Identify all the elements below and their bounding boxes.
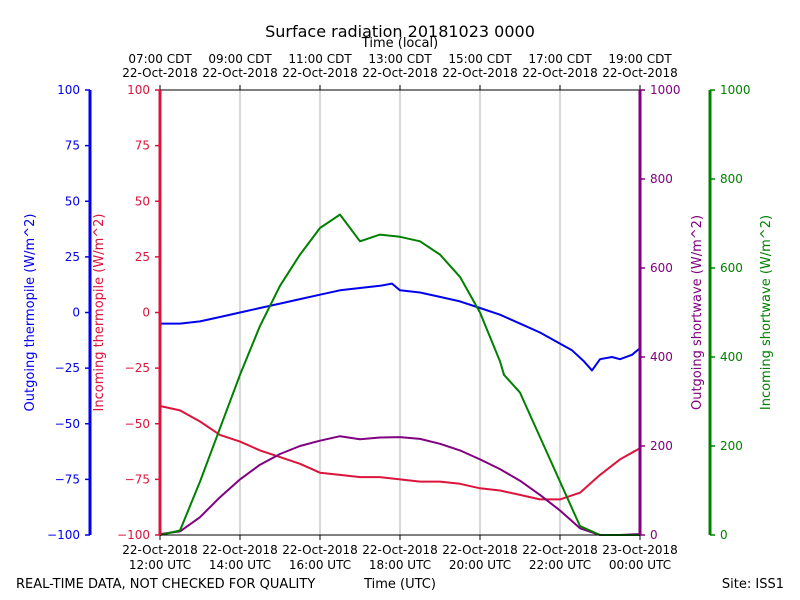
- y-tick-label-outgoing_shortwave: 800: [650, 172, 673, 186]
- x-tick-label-date: 23-Oct-2018: [602, 543, 678, 557]
- x-tick-label-time: 22:00 UTC: [529, 558, 591, 572]
- x-tick-label-time: 12:00 UTC: [129, 558, 191, 572]
- bottom-axis-label: Time (UTC): [363, 577, 436, 592]
- x-tick-label-date: 22-Oct-2018: [122, 543, 198, 557]
- y-tick-label-incoming_shortwave: 200: [720, 439, 743, 453]
- y-axis-label-outgoing_thermopile: Outgoing thermopile (W/m^2): [23, 214, 38, 412]
- y-tick-label-incoming_thermopile: −75: [125, 472, 150, 486]
- top-tick-label-time: 19:00 CDT: [608, 52, 672, 66]
- top-tick-label-time: 15:00 CDT: [448, 52, 512, 66]
- y-tick-label-outgoing_shortwave: 200: [650, 439, 673, 453]
- y-tick-label-incoming_thermopile: 100: [127, 83, 150, 97]
- y-axis-label-outgoing_shortwave: Outgoing shortwave (W/m^2): [690, 215, 705, 410]
- y-tick-label-outgoing_thermopile: 100: [57, 83, 80, 97]
- series-line-incoming_thermopile: [159, 405, 641, 501]
- y-tick-label-incoming_shortwave: 0: [720, 528, 728, 542]
- y-tick-label-outgoing_thermopile: 25: [65, 250, 80, 264]
- top-tick-label-date: 22-Oct-2018: [122, 66, 198, 80]
- chart-title: Surface radiation 20181023 0000: [265, 22, 535, 41]
- y-tick-label-incoming_thermopile: 25: [135, 250, 150, 264]
- x-tick-label-time: 16:00 UTC: [289, 558, 351, 572]
- x-tick-label-date: 22-Oct-2018: [522, 543, 598, 557]
- site-label: Site: ISS1: [722, 577, 784, 592]
- y-tick-label-incoming_shortwave: 800: [720, 172, 743, 186]
- y-tick-label-incoming_thermopile: 0: [142, 306, 150, 320]
- x-tick-label-time: 20:00 UTC: [449, 558, 511, 572]
- y-tick-label-incoming_thermopile: −50: [125, 417, 150, 431]
- y-tick-label-outgoing_thermopile: −50: [55, 417, 80, 431]
- x-tick-label-time: 18:00 UTC: [369, 558, 431, 572]
- top-tick-label-date: 22-Oct-2018: [602, 66, 678, 80]
- top-tick-label-date: 22-Oct-2018: [362, 66, 438, 80]
- top-tick-label-time: 17:00 CDT: [528, 52, 592, 66]
- x-tick-label-date: 22-Oct-2018: [362, 543, 438, 557]
- top-tick-label-time: 07:00 CDT: [128, 52, 192, 66]
- y-tick-label-outgoing_thermopile: 75: [65, 139, 80, 153]
- y-tick-label-outgoing_shortwave: 400: [650, 350, 673, 364]
- x-tick-label-date: 22-Oct-2018: [282, 543, 358, 557]
- x-tick-label-date: 22-Oct-2018: [442, 543, 518, 557]
- y-tick-label-outgoing_thermopile: −25: [55, 361, 80, 375]
- top-tick-label-date: 22-Oct-2018: [522, 66, 598, 80]
- y-tick-label-incoming_shortwave: 600: [720, 261, 743, 275]
- y-tick-label-incoming_thermopile: −25: [125, 361, 150, 375]
- y-tick-label-incoming_shortwave: 1000: [720, 83, 751, 97]
- x-tick-label-time: 14:00 UTC: [209, 558, 271, 572]
- top-axis-label: Time (local): [361, 36, 438, 51]
- top-tick-label-date: 22-Oct-2018: [442, 66, 518, 80]
- y-tick-label-outgoing_shortwave: 1000: [650, 83, 681, 97]
- top-tick-label-time: 13:00 CDT: [368, 52, 432, 66]
- top-tick-label-time: 11:00 CDT: [288, 52, 352, 66]
- top-tick-label-date: 22-Oct-2018: [282, 66, 358, 80]
- top-tick-label-date: 22-Oct-2018: [202, 66, 278, 80]
- top-tick-label-time: 09:00 CDT: [208, 52, 272, 66]
- x-tick-label-date: 22-Oct-2018: [202, 543, 278, 557]
- series-line-outgoing_thermopile: [160, 282, 641, 372]
- y-tick-label-outgoing_thermopile: 50: [65, 194, 80, 208]
- y-tick-label-outgoing_thermopile: −100: [47, 528, 80, 542]
- y-axis-label-incoming_thermopile: Incoming thermopile (W/m^2): [92, 214, 107, 412]
- y-tick-label-incoming_shortwave: 400: [720, 350, 743, 364]
- y-tick-label-incoming_thermopile: 75: [135, 139, 150, 153]
- y-axis-label-incoming_shortwave: Incoming shortwave (W/m^2): [759, 215, 774, 410]
- y-tick-label-outgoing_shortwave: 600: [650, 261, 673, 275]
- series-layer: [159, 213, 641, 536]
- y-tick-label-incoming_thermopile: 50: [135, 194, 150, 208]
- y-tick-label-outgoing_thermopile: −75: [55, 472, 80, 486]
- series-line-outgoing_shortwave: [159, 435, 641, 536]
- y-tick-label-incoming_thermopile: −100: [117, 528, 150, 542]
- y-tick-label-outgoing_thermopile: 0: [72, 306, 80, 320]
- series-line-incoming_shortwave: [159, 213, 640, 536]
- quality-note: REAL-TIME DATA, NOT CHECKED FOR QUALITY: [16, 577, 315, 592]
- y-tick-label-outgoing_shortwave: 0: [650, 528, 658, 542]
- x-tick-label-time: 00:00 UTC: [609, 558, 671, 572]
